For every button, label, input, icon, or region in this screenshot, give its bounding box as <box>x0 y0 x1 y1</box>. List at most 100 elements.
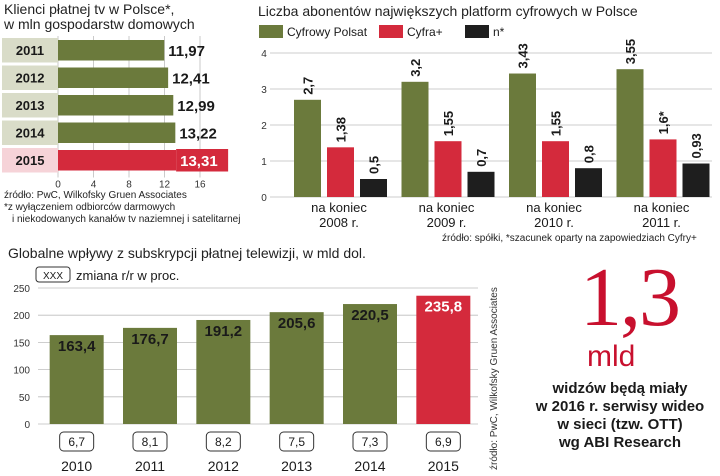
chart3-y-tick: 150 <box>13 338 30 349</box>
chart2-category-label: 2010 r. <box>534 215 574 230</box>
chart2-source: źródło: spółki, *szacunek oparty na zapo… <box>442 233 697 244</box>
chart2-value-label: 2,7 <box>301 77 316 95</box>
chart3-value-label: 163,4 <box>58 338 96 355</box>
chart1-x-tick: 8 <box>126 180 132 191</box>
chart2-value-label: 0,7 <box>474 149 489 167</box>
chart2-y-tick: 2 <box>261 121 267 132</box>
chart1-value-label: 13,31 <box>180 153 218 170</box>
chart3-value-label: 205,6 <box>278 315 316 332</box>
chart1-value-label: 11,97 <box>168 43 205 60</box>
chart3-change-badge <box>425 431 461 452</box>
chart2-title: Liczba abonentów największych platform c… <box>258 3 638 19</box>
chart2-legend-label: Cyfra+ <box>407 25 443 39</box>
chart2-bar <box>467 171 495 197</box>
chart2-bar <box>360 179 387 197</box>
chart3-change-label: 7,5 <box>288 435 305 449</box>
chart2-value-label: 3,2 <box>408 59 423 77</box>
chart3-bar <box>196 319 251 424</box>
chart2-value-label: 3,55 <box>623 39 638 64</box>
chart3-y-tick: 50 <box>19 393 31 404</box>
chart1-category-label: 2011 <box>16 43 44 58</box>
chart2-category-label: 2011 r. <box>642 215 681 230</box>
chart1-category-label: 2012 <box>16 71 45 86</box>
chart1-value-label: 12,41 <box>172 71 210 88</box>
chart2-value-label: 3,43 <box>516 43 531 68</box>
chart1-category-cell <box>2 120 58 145</box>
chart3-category-label: 2014 <box>354 458 385 474</box>
chart2-y-tick: 3 <box>261 85 267 96</box>
chart3-category-label: 2013 <box>281 458 312 474</box>
chart3-value-label: 235,8 <box>425 299 463 316</box>
chart3-legend-box <box>35 266 71 283</box>
chart1-x-tick: 0 <box>55 180 61 191</box>
chart1-footnote-2: i niekodowanych kanałów tv naziemnej i s… <box>12 214 241 225</box>
highlight-text: widzów będą miały w 2016 r. serwisy wide… <box>520 380 720 452</box>
chart2-legend-swatch <box>379 25 403 38</box>
chart1-value-label: 12,99 <box>177 98 215 115</box>
chart3-change-badge <box>279 431 315 452</box>
chart1-x-tick: 12 <box>159 180 171 191</box>
chart3-change-label: 6,9 <box>435 435 452 449</box>
chart1-title: Klienci płatnej tv w Polsce*, <box>4 1 175 17</box>
chart2-y-tick: 1 <box>261 157 267 168</box>
chart3-value-label: 220,5 <box>351 307 389 324</box>
chart3-bar <box>123 327 177 424</box>
chart2-value-label: 0,93 <box>689 133 704 158</box>
chart2-bar <box>649 139 677 197</box>
chart3-change-badge <box>352 431 388 452</box>
chart1-source: źródło: PwC, Wilkofsky Gruen Associates <box>4 190 187 201</box>
chart2-value-label: 0,5 <box>367 156 382 174</box>
chart3-y-tick: 100 <box>13 366 30 377</box>
chart3-svg: XXX zmiana r/r w proc. 0 50 100 150 200 250 163,… <box>13 266 500 474</box>
chart3-y-tick: 0 <box>24 420 30 431</box>
chart1-category-cell <box>2 93 58 118</box>
chart2-category-label: na koniec <box>634 200 690 215</box>
highlight-number: 1,3 <box>580 251 681 344</box>
chart3-y-tick: 250 <box>13 284 30 295</box>
chart1-svg: 0 4 8 12 16 2011 11,97 2012 12,41 2013 12,99 2014 13… <box>2 36 229 191</box>
chart2-value-label: 1,55 <box>549 111 564 136</box>
chart3-value-label: 191,2 <box>205 323 243 340</box>
chart3-title: Globalne wpływy z subskrypcji płatnej te… <box>8 245 366 261</box>
chart2-value-label: 1,38 <box>334 117 349 142</box>
chart3-bar <box>49 335 104 424</box>
chart1-category-cell <box>2 38 58 63</box>
chart3-category-label: 2011 <box>135 458 165 474</box>
highlight-line-4: wg ABI Research <box>559 434 681 451</box>
chart3-category-label: 2015 <box>428 458 459 474</box>
chart3-change-badge <box>59 431 95 452</box>
chart2-category-label: na koniec <box>419 200 475 215</box>
chart2-legend-label: n* <box>493 25 505 39</box>
chart3-change-label: 8,1 <box>142 435 159 449</box>
chart2-legend-swatch <box>259 25 283 38</box>
chart3-legend-key: XXX <box>43 271 63 282</box>
chart2-y-tick: 0 <box>261 193 267 204</box>
chart3-category-label: 2012 <box>208 458 239 474</box>
chart2-bar <box>542 141 569 197</box>
chart1-bar <box>58 122 176 143</box>
chart3-legend-label: zmiana r/r w proc. <box>76 268 179 283</box>
chart1-bar <box>58 95 174 116</box>
chart2-bar <box>616 69 644 197</box>
chart2-legend-label: Cyfrowy Polsat <box>287 25 368 39</box>
chart3-change-label: 7,3 <box>362 435 379 449</box>
chart1-value-label: 13,22 <box>179 126 217 143</box>
chart3-bar <box>269 312 324 424</box>
chart1-bar <box>58 40 165 61</box>
chart2-svg: Cyfrowy Polsat Cyfra+ n* 0 1 2 3 4 2,7 1,38 0,5 na … <box>259 25 712 230</box>
chart1-x-tick: 4 <box>91 180 97 191</box>
chart2-category-label: 2008 r. <box>319 215 359 230</box>
chart3-value-label: 176,7 <box>131 331 169 348</box>
chart3-y-tick: 200 <box>13 311 30 322</box>
highlight-line-3: w sieci (tzw. OTT) <box>557 416 683 433</box>
chart2-value-label: 0,8 <box>582 145 597 163</box>
chart2-bar <box>509 73 536 197</box>
chart1-bar <box>58 150 177 171</box>
chart1-category-cell <box>2 148 58 173</box>
chart2-bar <box>294 99 321 197</box>
chart1-category-label: 2014 <box>16 126 46 141</box>
chart1-value-badge <box>176 149 229 172</box>
chart3-change-badge <box>205 431 241 452</box>
chart2-bar <box>401 81 429 197</box>
chart2-value-label: 1,55 <box>441 111 456 136</box>
